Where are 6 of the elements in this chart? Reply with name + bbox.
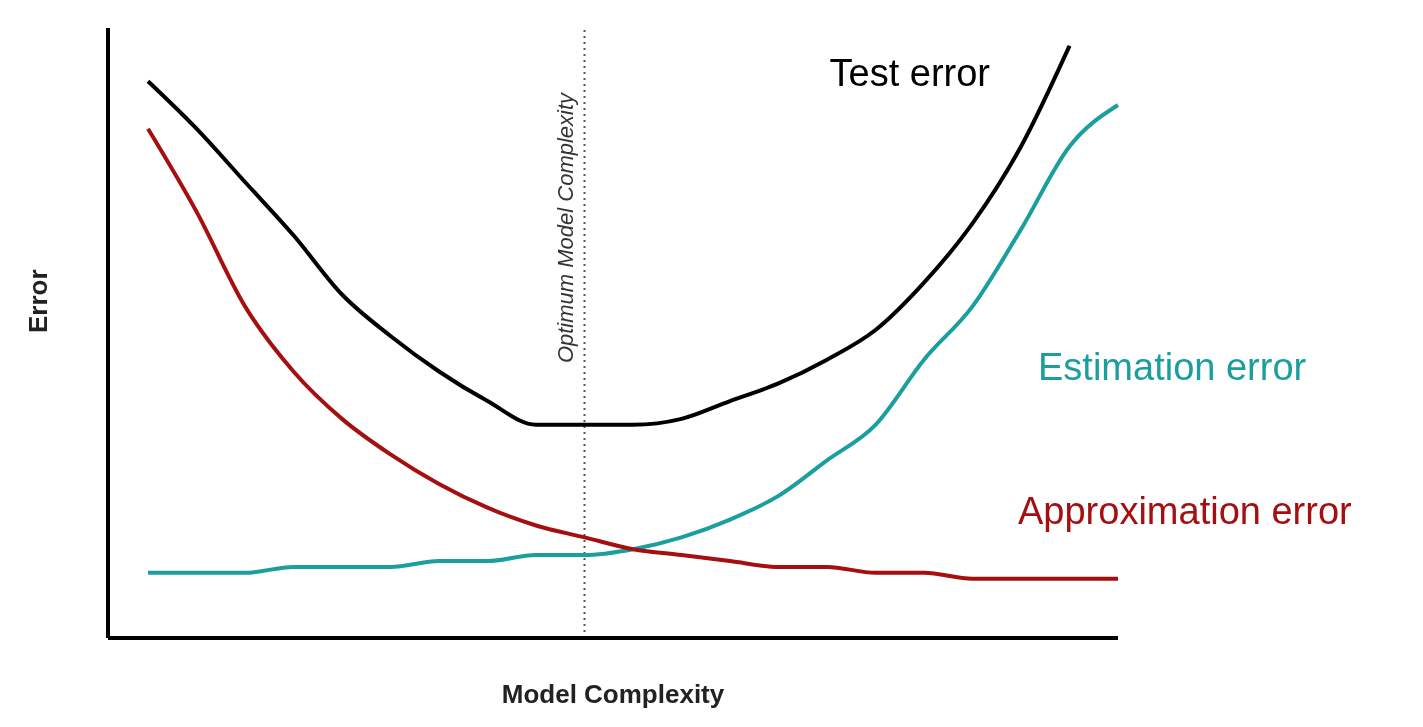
series-label: Approximation error xyxy=(1018,489,1353,532)
y-axis-title: Error xyxy=(23,269,54,333)
series-label: Test error xyxy=(829,51,991,94)
annotation: Optimum Model Complexity xyxy=(552,90,578,364)
text: Estimation error xyxy=(1038,345,1307,388)
x-axis-title: Model Complexity xyxy=(501,679,725,709)
